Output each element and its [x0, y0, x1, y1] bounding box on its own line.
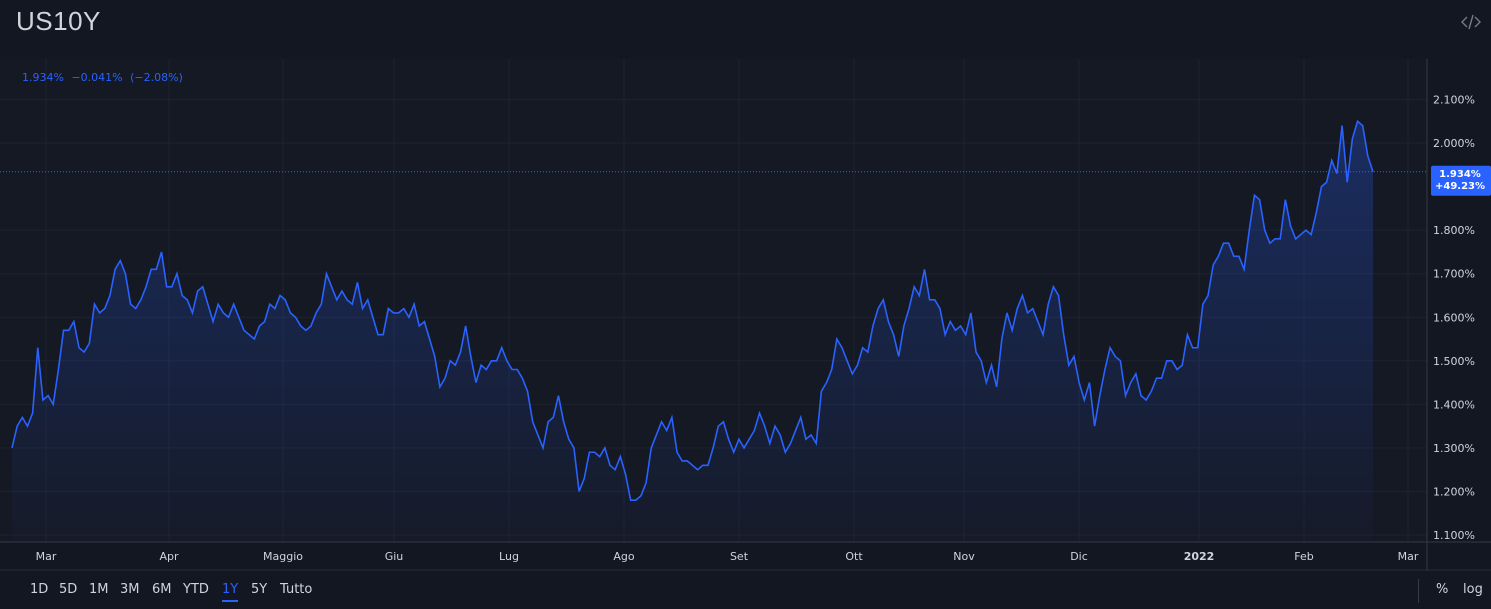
x-tick-label: Giu: [385, 550, 404, 563]
y-tick-label: 1.800%: [1433, 224, 1475, 237]
range-button-ytd[interactable]: YTD: [183, 582, 209, 597]
x-tick-label: Mar: [36, 550, 57, 563]
x-tick-label: Apr: [159, 550, 179, 563]
x-tick-label: 2022: [1184, 550, 1215, 563]
series-area: [12, 121, 1373, 542]
y-tick-label: 1.100%: [1433, 529, 1475, 542]
range-button-1m[interactable]: 1M: [89, 582, 109, 597]
symbol-title: US10Y: [16, 6, 101, 36]
range-toolbar: 1D 5D 1M 3M 6M YTD 1Y 5Y Tutto % log: [0, 571, 1491, 609]
y-tick-label: 1.400%: [1433, 398, 1475, 411]
last-price-value: 1.934%: [1439, 169, 1481, 180]
range-button-1d[interactable]: 1D: [30, 582, 49, 597]
y-tick-label: 1.300%: [1433, 442, 1475, 455]
log-scale-button[interactable]: log: [1463, 582, 1483, 597]
y-tick-label: 1.600%: [1433, 311, 1475, 324]
code-brackets-icon[interactable]: [1459, 10, 1483, 34]
time-axis[interactable]: Mar Apr Maggio Giu Lug Ago Set Ott Nov Dic 2022 Feb…: [36, 550, 1419, 563]
y-tick-label: 2.100%: [1433, 94, 1475, 107]
legend-change: −0.041%: [71, 71, 123, 84]
y-tick-label: 1.700%: [1433, 268, 1475, 281]
range-button-1y[interactable]: 1Y: [222, 582, 239, 602]
last-price-change: +49.23%: [1435, 181, 1485, 192]
range-button-3m[interactable]: 3M: [120, 582, 140, 597]
x-tick-label: Lug: [499, 550, 519, 563]
toolbar-divider: [1418, 579, 1419, 603]
chart-header: US10Y: [0, 0, 1491, 45]
x-tick-label: Ott: [845, 550, 863, 563]
x-tick-label: Feb: [1294, 550, 1313, 563]
legend-change-pct: (−2.08%): [130, 71, 183, 84]
legend-last: 1.934%: [22, 71, 64, 84]
x-tick-label: Ago: [613, 550, 635, 563]
y-tick-label: 1.200%: [1433, 485, 1475, 498]
x-tick-label: Maggio: [263, 550, 303, 563]
range-button-5y[interactable]: 5Y: [251, 582, 268, 597]
price-axis[interactable]: 2.100% 2.000% 1.800% 1.700% 1.600% 1.500% 1.40…: [1433, 94, 1475, 543]
x-tick-label: Nov: [953, 550, 975, 563]
percent-scale-button[interactable]: %: [1436, 582, 1449, 597]
x-tick-label: Mar: [1398, 550, 1419, 563]
y-tick-label: 2.000%: [1433, 137, 1475, 150]
range-button-6m[interactable]: 6M: [152, 582, 172, 597]
y-tick-label: 1.500%: [1433, 355, 1475, 368]
series-legend: 1.934% −0.041% (−2.08%): [22, 71, 187, 84]
x-tick-label: Dic: [1070, 550, 1088, 563]
range-button-tutto[interactable]: Tutto: [280, 582, 313, 597]
series-line: [11, 119, 1374, 501]
last-price-tag: 1.934% +49.23%: [1431, 165, 1491, 196]
chart-area[interactable]: 2.100% 2.000% 1.800% 1.700% 1.600% 1.500% 1.40…: [0, 0, 1491, 571]
x-tick-label: Set: [730, 550, 749, 563]
range-button-5d[interactable]: 5D: [59, 582, 78, 597]
